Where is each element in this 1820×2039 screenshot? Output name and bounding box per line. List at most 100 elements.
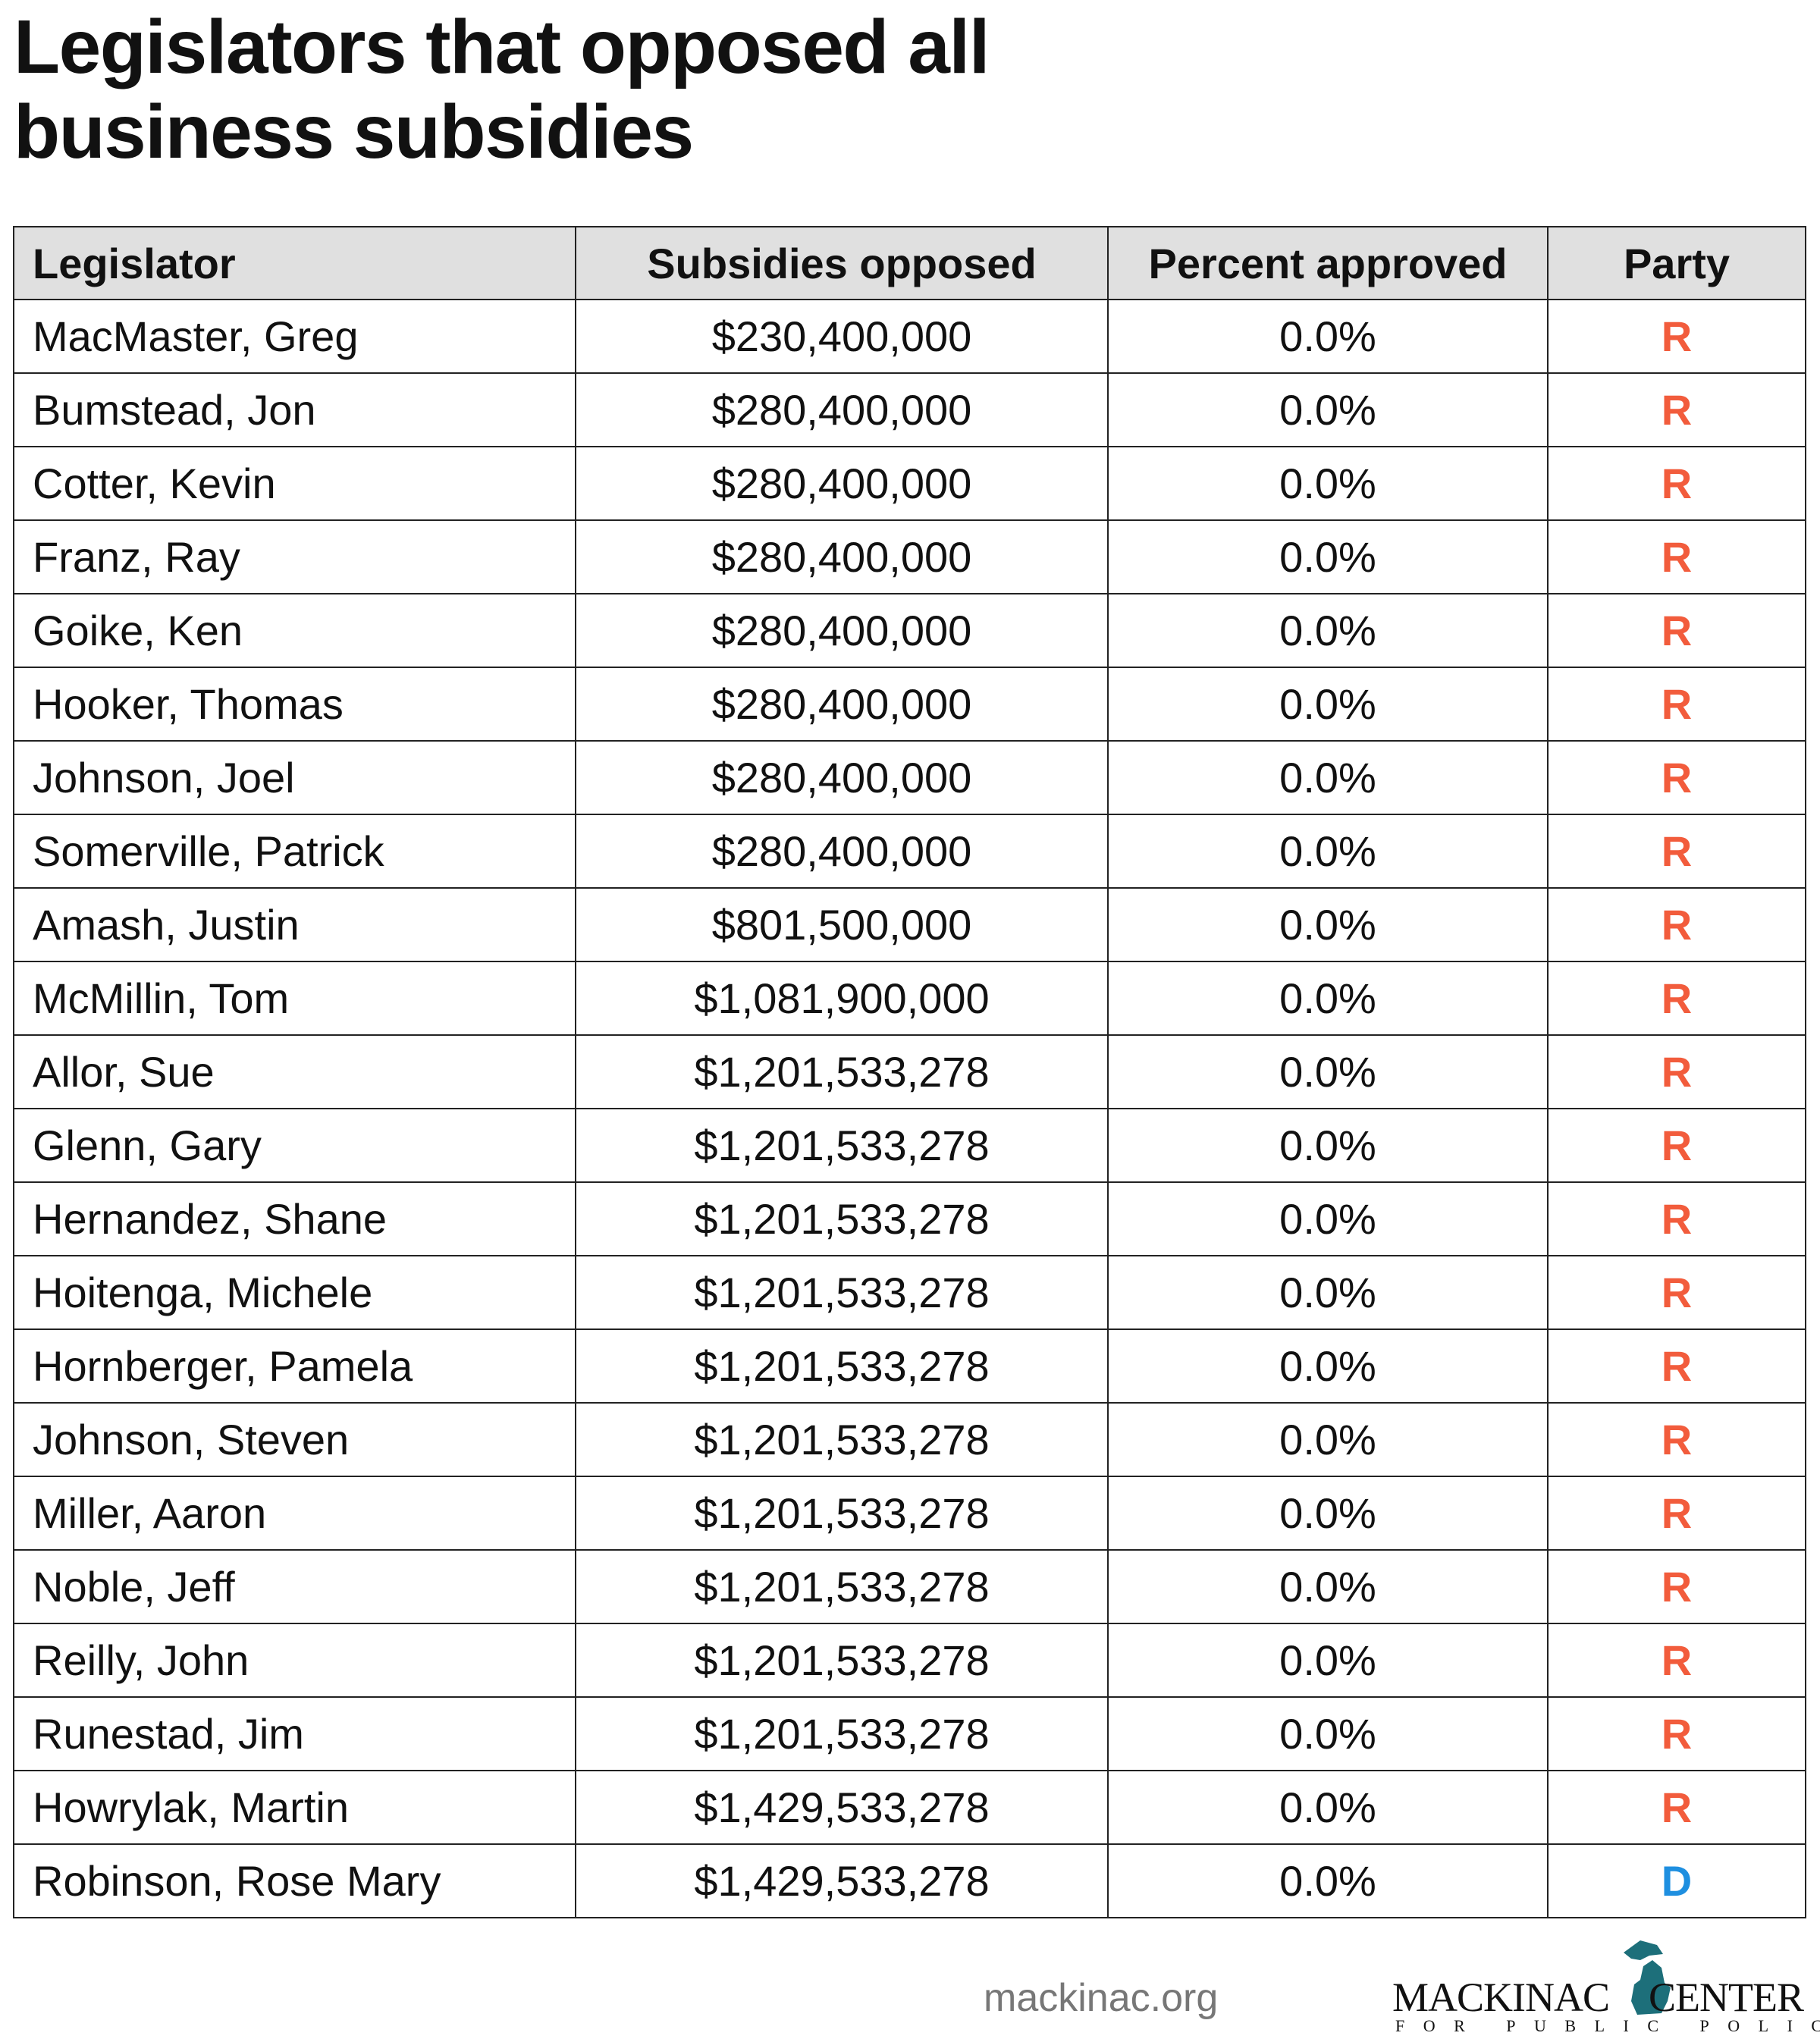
- percent-approved: 0.0%: [1107, 1034, 1549, 1109]
- table-body: MacMaster, Greg $230,400,000 0.0% R Bumstead…: [13, 299, 1806, 1918]
- subsidies-opposed: $280,400,000: [575, 372, 1109, 447]
- party: R: [1547, 1402, 1806, 1477]
- party: R: [1547, 961, 1806, 1036]
- table-row: Cotter, Kevin $280,400,000 0.0% R: [13, 446, 1806, 521]
- subsidies-opposed: $230,400,000: [575, 299, 1109, 374]
- party: R: [1547, 1255, 1806, 1330]
- logo-icon: [1624, 1940, 1671, 2015]
- party: R: [1547, 1549, 1806, 1624]
- percent-approved: 0.0%: [1107, 1255, 1549, 1330]
- subsidies-opposed: $280,400,000: [575, 519, 1109, 594]
- legislator-name: Hornberger, Pamela: [13, 1328, 576, 1404]
- party: R: [1547, 1770, 1806, 1845]
- table-row: Hoitenga, Michele $1,201,533,278 0.0% R: [13, 1255, 1806, 1330]
- title: Legislators that opposed all business su…: [14, 5, 990, 174]
- party: R: [1547, 1476, 1806, 1551]
- legislator-name: Miller, Aaron: [13, 1476, 576, 1551]
- percent-approved: 0.0%: [1107, 1623, 1549, 1698]
- table-row: Johnson, Steven $1,201,533,278 0.0% R: [13, 1402, 1806, 1477]
- subsidies-opposed: $1,201,533,278: [575, 1034, 1109, 1109]
- party: R: [1547, 299, 1806, 374]
- party: R: [1547, 1034, 1806, 1109]
- legislator-name: Johnson, Steven: [13, 1402, 576, 1477]
- table-row: Reilly, John $1,201,533,278 0.0% R: [13, 1623, 1806, 1698]
- percent-approved: 0.0%: [1107, 1770, 1549, 1845]
- legislator-name: Johnson, Joel: [13, 740, 576, 815]
- legislator-name: Goike, Ken: [13, 593, 576, 668]
- subsidies-opposed: $280,400,000: [575, 740, 1109, 815]
- percent-approved: 0.0%: [1107, 1328, 1549, 1404]
- party: R: [1547, 1108, 1806, 1183]
- percent-approved: 0.0%: [1107, 593, 1549, 668]
- legislator-name: Robinson, Rose Mary: [13, 1843, 576, 1918]
- legislator-name: Reilly, John: [13, 1623, 576, 1698]
- percent-approved: 0.0%: [1107, 887, 1549, 962]
- legislator-name: Howrylak, Martin: [13, 1770, 576, 1845]
- subsidies-opposed: $1,201,533,278: [575, 1623, 1109, 1698]
- legislator-name: Hooker, Thomas: [13, 667, 576, 742]
- subsidies-opposed: $1,201,533,278: [575, 1328, 1109, 1404]
- column-header: Party: [1547, 226, 1806, 300]
- subsidies-opposed: $801,500,000: [575, 887, 1109, 962]
- legislator-name: Amash, Justin: [13, 887, 576, 962]
- party: R: [1547, 1696, 1806, 1771]
- party: R: [1547, 740, 1806, 815]
- logo: MACKINAC CENTER FOR PUBLIC POLICY: [1392, 1937, 1820, 2036]
- party: R: [1547, 593, 1806, 668]
- subsidies-opposed: $280,400,000: [575, 593, 1109, 668]
- table-row: MacMaster, Greg $230,400,000 0.0% R: [13, 299, 1806, 374]
- percent-approved: 0.0%: [1107, 1402, 1549, 1477]
- table-row: Somerville, Patrick $280,400,000 0.0% R: [13, 814, 1806, 889]
- party: R: [1547, 372, 1806, 447]
- legislator-name: Cotter, Kevin: [13, 446, 576, 521]
- subsidies-opposed: $280,400,000: [575, 667, 1109, 742]
- table-row: McMillin, Tom $1,081,900,000 0.0% R: [13, 961, 1806, 1036]
- legislator-name: Somerville, Patrick: [13, 814, 576, 889]
- table-row: Noble, Jeff $1,201,533,278 0.0% R: [13, 1549, 1806, 1624]
- table-row: Johnson, Joel $280,400,000 0.0% R: [13, 740, 1806, 815]
- party: R: [1547, 667, 1806, 742]
- party: R: [1547, 814, 1806, 889]
- subsidies-opposed: $1,201,533,278: [575, 1696, 1109, 1771]
- legislator-name: Bumstead, Jon: [13, 372, 576, 447]
- table-row: Glenn, Gary $1,201,533,278 0.0% R: [13, 1108, 1806, 1183]
- party: R: [1547, 1328, 1806, 1404]
- table-row: Bumstead, Jon $280,400,000 0.0% R: [13, 372, 1806, 447]
- legislator-name: McMillin, Tom: [13, 961, 576, 1036]
- percent-approved: 0.0%: [1107, 1549, 1549, 1624]
- table-row: Hernandez, Shane $1,201,533,278 0.0% R: [13, 1181, 1806, 1256]
- column-header: Percent approved: [1107, 226, 1549, 300]
- table-row: Miller, Aaron $1,201,533,278 0.0% R: [13, 1476, 1806, 1551]
- subsidies-opposed: $1,201,533,278: [575, 1108, 1109, 1183]
- subsidies-opposed: $1,201,533,278: [575, 1255, 1109, 1330]
- table-row: Franz, Ray $280,400,000 0.0% R: [13, 519, 1806, 594]
- logo-text-left: MACKINAC: [1392, 1975, 1610, 2020]
- legislator-name: Franz, Ray: [13, 519, 576, 594]
- party: R: [1547, 1181, 1806, 1256]
- column-header: Subsidies opposed: [575, 226, 1109, 300]
- table-row: Runestad, Jim $1,201,533,278 0.0% R: [13, 1696, 1806, 1771]
- party: R: [1547, 887, 1806, 962]
- subsidies-opposed: $1,081,900,000: [575, 961, 1109, 1036]
- percent-approved: 0.0%: [1107, 667, 1549, 742]
- legislator-name: Allor, Sue: [13, 1034, 576, 1109]
- subsidies-opposed: $280,400,000: [575, 446, 1109, 521]
- party: D: [1547, 1843, 1806, 1918]
- legislator-name: Hoitenga, Michele: [13, 1255, 576, 1330]
- logo-tagline: FOR PUBLIC POLICY: [1395, 2016, 1820, 2035]
- table-row: Amash, Justin $801,500,000 0.0% R: [13, 887, 1806, 962]
- legislator-name: Runestad, Jim: [13, 1696, 576, 1771]
- header-row: Legislator Subsidies opposed Percent appro…: [13, 226, 1806, 300]
- legislator-name: Hernandez, Shane: [13, 1181, 576, 1256]
- subsidies-opposed: $1,429,533,278: [575, 1770, 1109, 1845]
- percent-approved: 0.0%: [1107, 446, 1549, 521]
- percent-approved: 0.0%: [1107, 961, 1549, 1036]
- table-row: Hornberger, Pamela $1,201,533,278 0.0% R: [13, 1328, 1806, 1404]
- logo-text-right: CENTER: [1649, 1975, 1804, 2020]
- party: R: [1547, 1623, 1806, 1698]
- percent-approved: 0.0%: [1107, 1476, 1549, 1551]
- column-header: Legislator: [13, 226, 576, 300]
- subsidies-opposed: $1,201,533,278: [575, 1549, 1109, 1624]
- table-row: Allor, Sue $1,201,533,278 0.0% R: [13, 1034, 1806, 1109]
- party: R: [1547, 519, 1806, 594]
